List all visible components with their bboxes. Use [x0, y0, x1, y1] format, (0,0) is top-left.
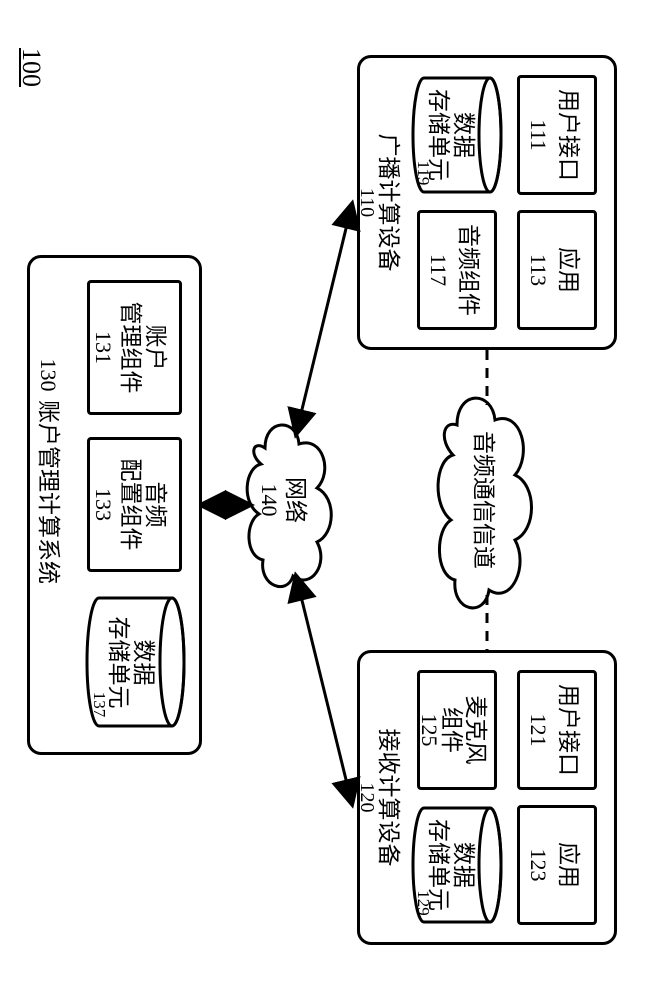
account-data-storage-l1: 数据 [128, 595, 157, 730]
broadcast-application-id: 113 [525, 210, 553, 330]
account-mgmt-component-l1: 账户 [140, 280, 169, 415]
account-mgmt-component-id: 131 [90, 280, 118, 415]
dashed-right-connector [482, 595, 492, 655]
account-mgmt-component-l2: 管理组件 [115, 280, 144, 415]
arrow-network-to-account [197, 495, 252, 515]
audio-channel-label: 音频通信信道 [468, 380, 497, 620]
broadcast-user-interface-label: 用户接口 [553, 75, 582, 195]
broadcast-data-storage-id: 119 [413, 153, 434, 193]
receiving-application-label: 应用 [553, 805, 582, 925]
receiving-microphone-id: 125 [416, 670, 444, 790]
broadcast-user-interface-id: 111 [525, 75, 553, 195]
account-mgmt-system-title: 账户管理计算系统 [33, 400, 62, 660]
broadcast-application-label: 应用 [553, 210, 582, 330]
figure-number: 100 [15, 48, 48, 87]
broadcast-audio-component-label: 音频组件 [453, 210, 482, 330]
audio-config-component-id: 133 [90, 437, 118, 572]
dashed-left-connector [482, 350, 492, 410]
account-data-storage-id: 137 [89, 682, 110, 727]
arrow-receiving-to-network [279, 560, 359, 810]
receiving-data-storage-l1: 数据 [448, 805, 477, 925]
audio-config-component-l2: 配置组件 [115, 437, 144, 572]
diagram-root: 用户接口 111 应用 113 数据 存储单元 119 音频组件 117 广播计… [0, 0, 647, 1000]
broadcast-audio-component-id: 117 [425, 210, 453, 330]
account-mgmt-system-id: 130 [35, 345, 63, 405]
broadcast-data-storage-l1: 数据 [448, 75, 477, 195]
audio-config-component-l1: 音频 [140, 437, 169, 572]
arrow-broadcast-to-network [279, 200, 359, 450]
receiving-application-id: 123 [525, 805, 553, 925]
receiving-user-interface-id: 121 [525, 670, 553, 790]
receiving-user-interface-label: 用户接口 [553, 670, 582, 790]
receiving-data-storage-id: 129 [413, 883, 434, 923]
